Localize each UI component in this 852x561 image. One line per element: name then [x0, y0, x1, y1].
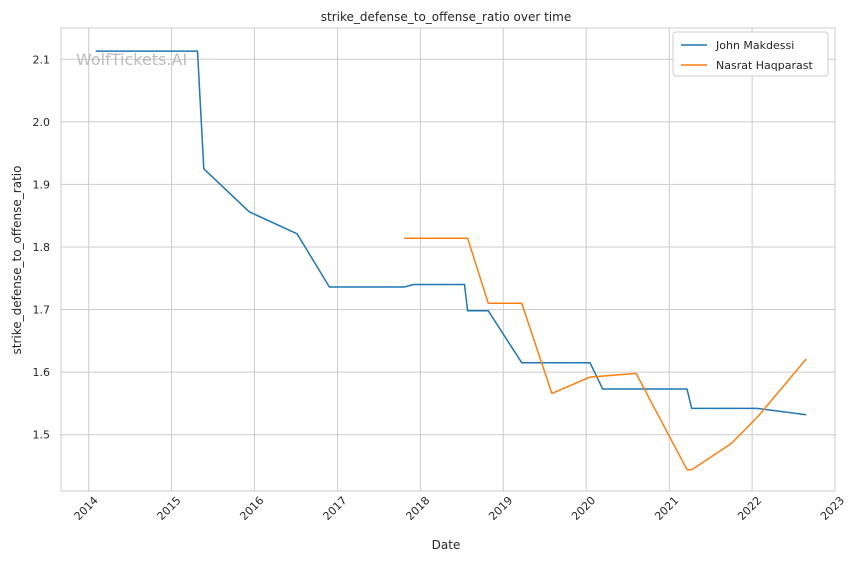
y-tick-label: 1.6: [33, 366, 51, 379]
chart-title: strike_defense_to_offense_ratio over tim…: [321, 10, 571, 24]
y-tick-label: 2.0: [33, 116, 51, 129]
legend-box: [672, 31, 829, 77]
x-axis-label: Date: [432, 538, 461, 552]
legend-label-nasrat-haqparast: Nasrat Haqparast: [716, 59, 813, 72]
series-line-john-makdessi: [95, 50, 807, 416]
series-line-nasrat-haqparast: [404, 237, 807, 471]
series-lines: [95, 50, 807, 471]
y-tick-label: 2.1: [33, 53, 51, 66]
legend: John Makdessi Nasrat Haqparast: [672, 31, 829, 77]
y-tick-label: 1.7: [33, 304, 51, 317]
grid: [61, 28, 836, 491]
y-axis-label: strike_defense_to_offense_ratio: [10, 166, 24, 355]
legend-label-john-makdessi: John Makdessi: [715, 39, 794, 52]
y-tick-label: 1.5: [33, 429, 51, 442]
y-tick-label: 1.8: [33, 241, 51, 254]
y-tick-labels: 1.5 1.6 1.7 1.8 1.9 2.0 2.1: [33, 53, 51, 441]
y-tick-label: 1.9: [33, 178, 51, 191]
plot-frame: [60, 27, 836, 492]
watermark: WolfTickets.AI: [76, 50, 187, 69]
